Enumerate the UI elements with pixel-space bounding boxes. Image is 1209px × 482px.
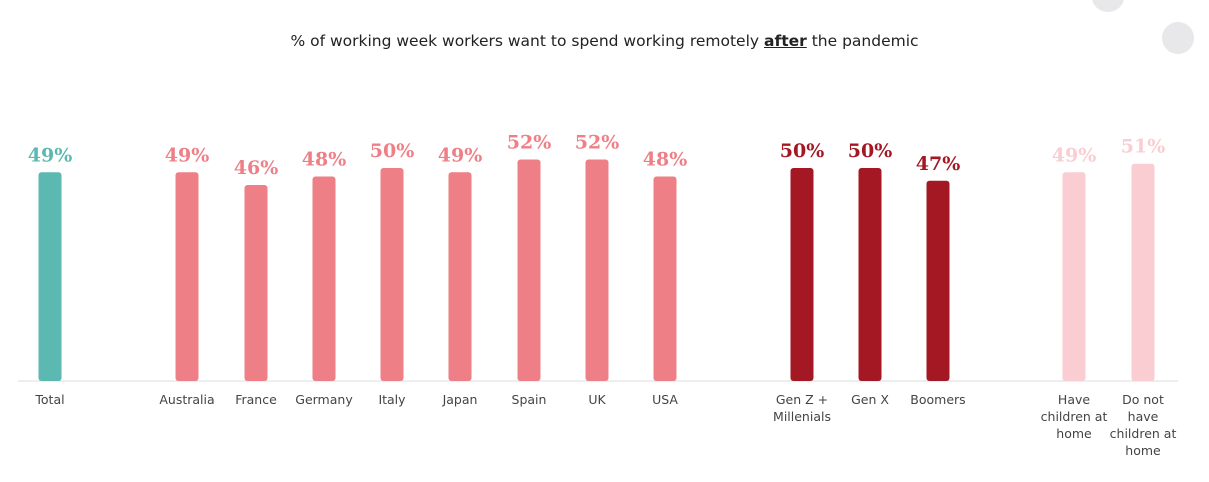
bar-country-3: [380, 168, 404, 381]
chart-title-prefix: % of working week workers want to spend …: [290, 32, 764, 50]
bar-generation-0: [790, 168, 814, 381]
value-label-generation-0: 50%: [780, 140, 825, 162]
category-label-country-1: France: [235, 392, 277, 407]
bar-generation-1: [858, 168, 882, 381]
value-label-country-7: 48%: [643, 149, 688, 171]
value-label-generation-1: 50%: [848, 140, 893, 162]
category-label-total-0: Total: [34, 392, 64, 407]
category-label-line: UK: [588, 392, 606, 407]
value-label-children-1: 51%: [1121, 136, 1166, 158]
category-label-children-1: Do not have children at home: [1110, 392, 1177, 458]
category-label-line: Do not: [1122, 392, 1164, 407]
value-label-country-5: 52%: [507, 131, 552, 153]
chart-title-emphasis: after: [764, 32, 807, 50]
category-label-line: Spain: [512, 392, 547, 407]
category-label-generation-1: Gen X: [851, 392, 889, 407]
value-label-country-1: 46%: [234, 157, 279, 179]
category-label-country-3: Italy: [378, 392, 406, 407]
value-label-country-2: 48%: [302, 149, 347, 171]
value-label-country-6: 52%: [575, 131, 620, 153]
category-label-generation-2: Boomers: [910, 392, 965, 407]
value-label-generation-2: 47%: [916, 153, 961, 175]
category-label-line: home: [1056, 426, 1092, 441]
category-label-line: France: [235, 392, 277, 407]
category-label-line: Gen Z +: [776, 392, 828, 407]
category-label-line: Japan: [442, 392, 478, 407]
chart-title-suffix: the pandemic: [806, 32, 919, 50]
decorative-circle-right: [1162, 22, 1194, 54]
category-label-country-7: USA: [652, 392, 678, 407]
bar-country-5: [517, 159, 541, 381]
decorative-circle-top: [1092, 0, 1124, 12]
bar-country-0: [175, 172, 199, 381]
bar-generation-2: [926, 180, 950, 381]
category-label-line: Germany: [295, 392, 353, 407]
category-label-line: children at: [1110, 426, 1177, 441]
category-label-line: USA: [652, 392, 678, 407]
bar-country-6: [585, 159, 609, 381]
chart-title: % of working week workers want to spend …: [0, 32, 1209, 50]
category-label-line: Australia: [159, 392, 214, 407]
bar-total-0: [38, 172, 62, 381]
bar-country-1: [244, 185, 268, 381]
bar-country-2: [312, 176, 336, 381]
bar-country-7: [653, 176, 677, 381]
category-label-country-2: Germany: [295, 392, 353, 407]
value-label-country-3: 50%: [370, 140, 415, 162]
category-label-country-0: Australia: [159, 392, 214, 407]
value-label-total-0: 49%: [28, 144, 73, 166]
category-label-line: children at: [1041, 409, 1108, 424]
category-label-line: have: [1128, 409, 1159, 424]
category-label-country-5: Spain: [512, 392, 547, 407]
value-label-country-4: 49%: [438, 144, 483, 166]
category-label-line: Italy: [378, 392, 406, 407]
bar-country-4: [448, 172, 472, 381]
bar-children-1: [1131, 163, 1155, 381]
category-label-line: Have: [1058, 392, 1090, 407]
value-label-children-0: 49%: [1052, 144, 1097, 166]
category-label-children-0: Have children at home: [1041, 392, 1108, 441]
category-label-country-6: UK: [588, 392, 606, 407]
category-label-generation-0: Gen Z + Millenials: [773, 392, 831, 424]
category-label-line: Total: [34, 392, 64, 407]
category-label-line: Gen X: [851, 392, 889, 407]
bar-children-0: [1062, 172, 1086, 381]
category-label-line: Boomers: [910, 392, 965, 407]
value-label-country-0: 49%: [165, 144, 210, 166]
category-label-line: Millenials: [773, 409, 831, 424]
category-label-line: home: [1125, 443, 1161, 458]
category-label-country-4: Japan: [442, 392, 478, 407]
